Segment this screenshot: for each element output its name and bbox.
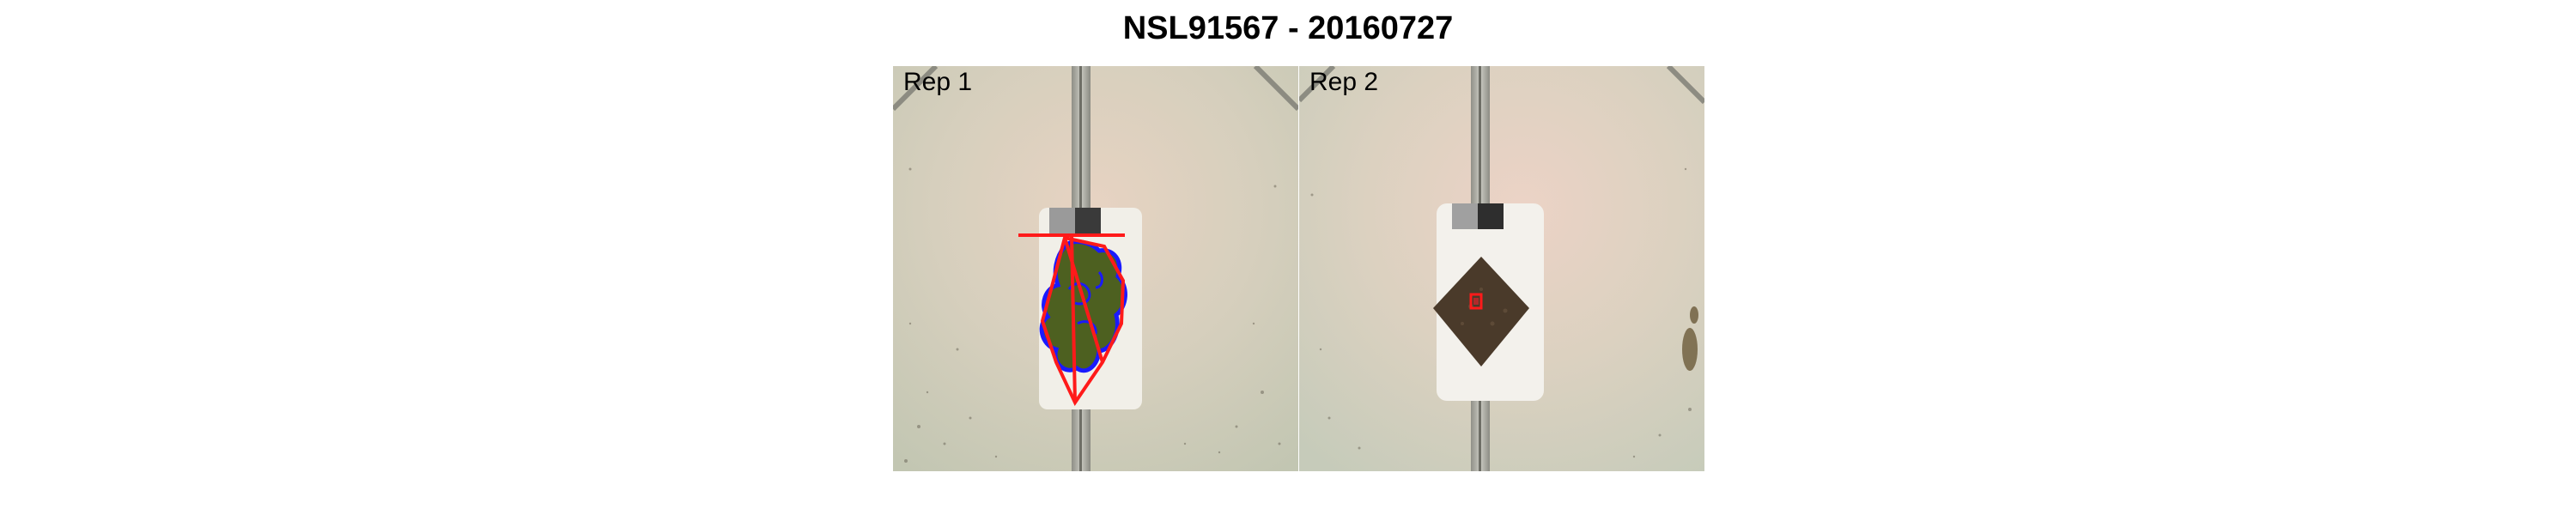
rep-2-photo (1299, 66, 1704, 471)
seedling (1473, 298, 1479, 305)
rep-1-label: Rep 1 (903, 68, 973, 96)
rep-2-photo-panel: Rep 2 (1299, 66, 1704, 471)
soil-diamond (1433, 257, 1529, 367)
color-card-dark (1478, 203, 1504, 229)
debris (1682, 306, 1698, 371)
rep-1-photo (893, 66, 1298, 471)
rep-1-photo-panel: Rep 1 (893, 66, 1298, 471)
plant (1039, 239, 1127, 373)
color-card-dark (1075, 208, 1101, 233)
color-card-gray (1452, 203, 1478, 229)
rep-2-label: Rep 2 (1309, 68, 1379, 96)
color-card-gray (1049, 208, 1075, 233)
soil-speckles (904, 167, 1281, 463)
corner-bars (893, 66, 1298, 112)
corner-bars (1299, 66, 1704, 105)
convex-hull (1040, 235, 1126, 407)
seedling-marker (1469, 293, 1483, 310)
figure-title: NSL91567 - 20160727 (1122, 10, 1454, 46)
measurement-lines (1018, 233, 1125, 403)
soil-speckles (1310, 167, 1692, 458)
